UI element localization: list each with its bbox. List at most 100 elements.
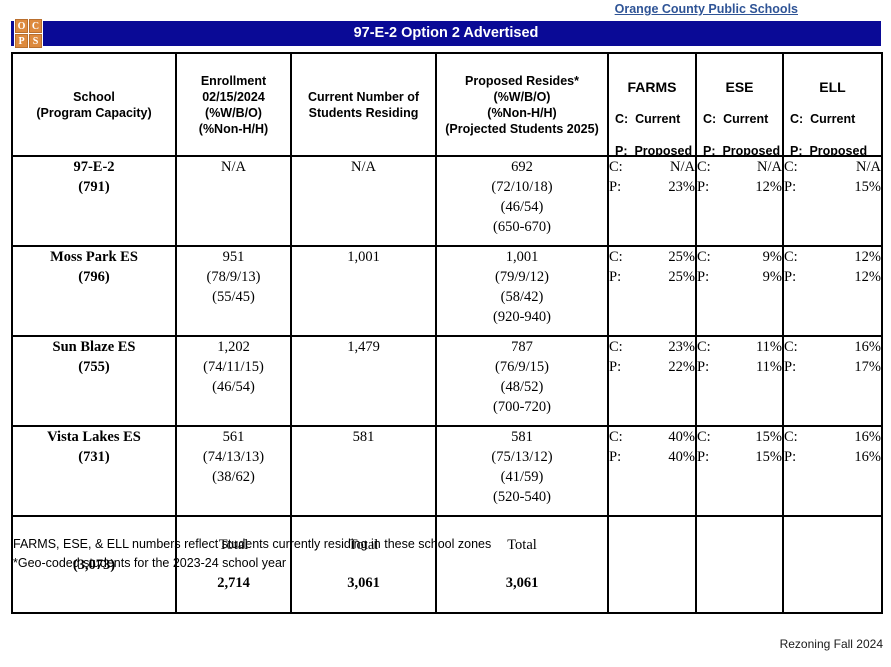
total-label: Total	[218, 537, 249, 553]
p-label: P:	[609, 269, 622, 285]
title-bar: O C P S 97-E-2 Option 2 Advertised	[11, 18, 881, 49]
ese-current-value: 11%	[755, 339, 782, 355]
ell-title: ELL	[819, 79, 846, 95]
farms-proposed-value: 25%	[668, 269, 695, 285]
ell-proposed-value: 15%	[854, 179, 881, 195]
c-label: C:	[697, 339, 711, 355]
farms-current-value: 23%	[668, 339, 695, 355]
farms-current-line: C: 23%	[609, 338, 695, 357]
farms-cell: C: 23% P: 22%	[607, 335, 697, 427]
ell-proposed-line: P: 17%	[784, 357, 880, 377]
farms-title: FARMS	[627, 79, 677, 95]
ell-proposed-value: 12%	[854, 269, 881, 285]
ese-cell: C: 15% P: 15%	[695, 425, 784, 517]
p-label: P:	[784, 359, 797, 375]
ese-current-line: C: 9%	[697, 248, 782, 267]
c-label: C:	[609, 339, 623, 355]
ell-proposed-line: P: 12%	[784, 267, 881, 287]
ese-proposed-line: P: 12%	[698, 177, 781, 197]
ese-title: ESE	[725, 79, 754, 95]
proposed-resides-cell: 1,001 (79/9/12) (58/42) (920-940)	[435, 245, 609, 337]
col-header-ese: ESE C: Current P: Proposed	[695, 52, 784, 157]
c-label: C:	[697, 159, 711, 175]
enrollment-cell: N/A	[175, 155, 292, 247]
total-current-cell: Total 3,061	[290, 515, 437, 614]
ese-current-value: 9%	[762, 249, 782, 265]
c-label: C:	[697, 249, 711, 265]
farms-current-value: N/A	[670, 159, 695, 175]
col-header-current-residing: Current Number of Students Residing	[290, 52, 437, 157]
c-label: C:	[784, 249, 798, 265]
ell-cell: C: N/A P: 15%	[782, 155, 883, 247]
farms-proposed-line: P: 25%	[609, 267, 695, 287]
c-label: C:	[784, 159, 798, 175]
ocps-logo-icon: O C P S	[14, 18, 43, 49]
logo-letter-c: C	[29, 19, 42, 33]
c-label: C:	[609, 249, 623, 265]
table-row-moss-park: Moss Park ES (796) 951 (78/9/13) (55/45)…	[11, 245, 883, 337]
current-residing-cell: 1,479	[290, 335, 437, 427]
ell-proposed-line: P: 16%	[785, 447, 880, 467]
ese-current-value: 15%	[755, 429, 782, 445]
ell-legend: C: Current P: Proposed	[790, 95, 875, 154]
proposed-resides-cell: 787 (76/9/15) (48/52) (700-720)	[435, 335, 609, 427]
p-label: P:	[697, 449, 710, 465]
total-label: Total	[507, 537, 537, 553]
ese-proposed-legend: P: Proposed	[703, 144, 781, 156]
ell-current-value: 16%	[854, 429, 881, 445]
ese-current-legend: C: Current	[703, 112, 769, 126]
farms-current-line: C: N/A	[609, 158, 695, 177]
table-header-row: School (Program Capacity) Enrollment 02/…	[11, 52, 883, 157]
table-row-vista-lakes: Vista Lakes ES (731) 561 (74/13/13) (38/…	[11, 425, 883, 517]
ese-proposed-value: 9%	[762, 269, 782, 285]
logo-letter-p: P	[15, 34, 28, 48]
farms-cell: C: N/A P: 23%	[607, 155, 697, 247]
empty-farms-cell	[607, 515, 697, 614]
farms-proposed-line: P: 23%	[609, 177, 695, 197]
ell-cell: C: 16% P: 16%	[782, 425, 883, 517]
c-label: C:	[609, 159, 623, 175]
farms-proposed-value: 22%	[668, 359, 695, 375]
p-label: P:	[784, 269, 797, 285]
ese-current-value: N/A	[757, 159, 782, 175]
farms-header-content: FARMS C: Current P: Proposed	[610, 70, 694, 154]
farms-current-value: 40%	[668, 429, 695, 445]
farms-cell: C: 25% P: 25%	[607, 245, 697, 337]
ell-current-value: 12%	[854, 249, 881, 265]
total-current-value: 3,061	[347, 575, 380, 591]
p-label: P:	[697, 359, 710, 375]
farms-current-line: C: 25%	[609, 248, 695, 267]
school-cell: Sun Blaze ES (755)	[11, 335, 177, 427]
farms-current-line: C: 40%	[610, 428, 695, 447]
ell-current-line: C: 16%	[785, 428, 881, 447]
total-label: Total	[348, 537, 379, 553]
current-residing-cell: 1,001	[290, 245, 437, 337]
rezoning-label: Rezoning Fall 2024	[779, 637, 883, 651]
ell-current-line: C: 16%	[785, 338, 881, 357]
ese-proposed-value: 11%	[755, 359, 782, 375]
table-total-row: (3,073) Total 2,714 Total 3,061 Total 3,…	[11, 515, 883, 614]
farms-proposed-value: 23%	[668, 179, 695, 195]
ell-header-content: ELL C: Current P: Proposed	[785, 70, 880, 154]
school-cell: Moss Park ES (796)	[11, 245, 177, 337]
total-enrollment-value: 2,714	[217, 575, 250, 591]
ese-header-content: ESE C: Current P: Proposed	[698, 70, 781, 154]
enrollment-cell: 951 (78/9/13) (55/45)	[175, 245, 292, 337]
c-label: C:	[697, 429, 711, 445]
ocps-website-link[interactable]: Orange County Public Schools	[614, 2, 798, 16]
current-residing-cell: N/A	[290, 155, 437, 247]
ell-cell: C: 12% P: 12%	[782, 245, 883, 337]
ell-cell: C: 16% P: 17%	[782, 335, 883, 427]
empty-ese-cell	[695, 515, 784, 614]
ell-current-value: 16%	[854, 339, 881, 355]
ese-cell: C: N/A P: 12%	[695, 155, 784, 247]
farms-cell: C: 40% P: 40%	[607, 425, 697, 517]
farms-proposed-legend: P: Proposed	[615, 144, 693, 156]
page-title: 97-E-2 Option 2 Advertised	[353, 25, 539, 41]
p-label: P:	[609, 179, 622, 195]
footnotes: FARMS, ESE, & ELL numbers reflect studen…	[13, 535, 491, 573]
farms-current-value: 25%	[668, 249, 695, 265]
total-enrollment-cell: Total 2,714	[175, 515, 292, 614]
p-label: P:	[784, 179, 797, 195]
farms-proposed-line: P: 40%	[610, 447, 694, 467]
